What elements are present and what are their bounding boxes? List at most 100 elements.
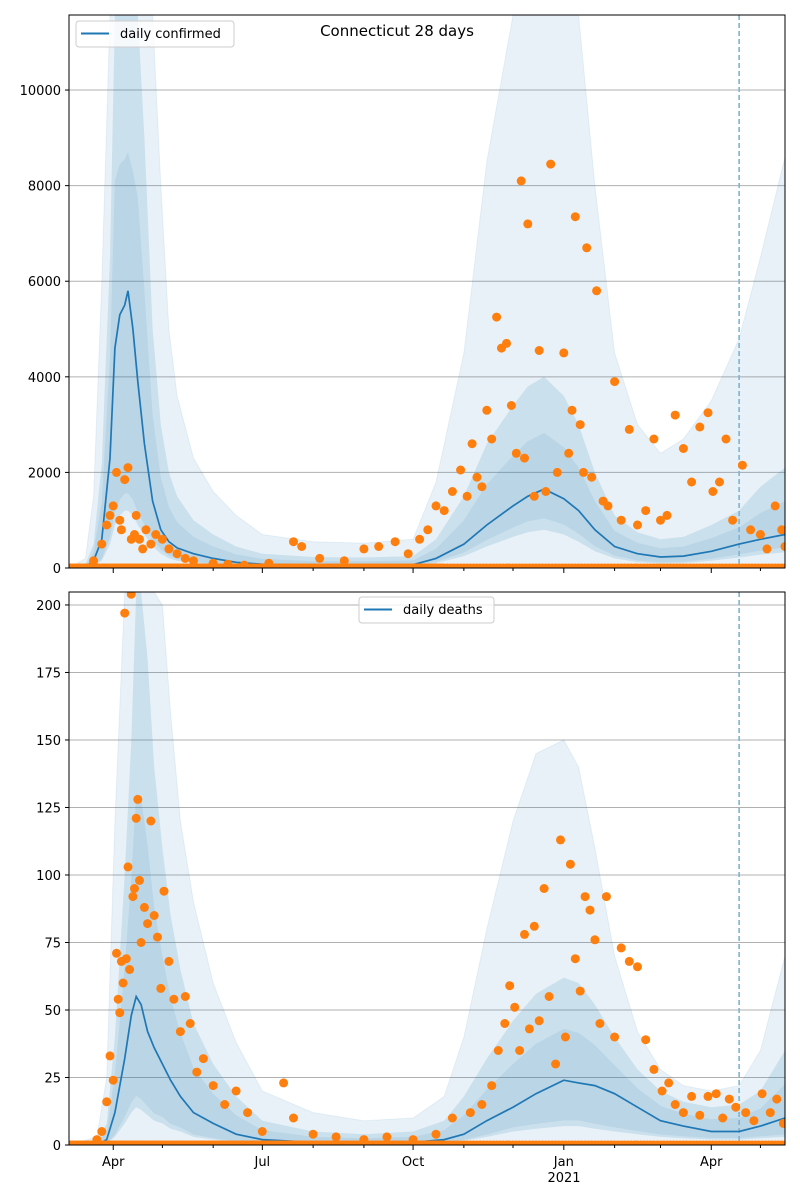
- deaths-observed-points: [69, 592, 785, 1145]
- data-point: [678, 1108, 688, 1118]
- y-tick-label: 0: [53, 1139, 61, 1154]
- data-point: [541, 487, 551, 496]
- data-point: [403, 549, 413, 559]
- data-point: [524, 1024, 534, 1034]
- data-point: [185, 1019, 195, 1028]
- data-point: [257, 1127, 267, 1136]
- data-point: [121, 954, 131, 964]
- outer-uncertainty-band: [69, 15, 785, 568]
- y-tick-label: 200: [36, 599, 61, 614]
- y-tick-label: 10000: [20, 84, 61, 99]
- data-point: [493, 1046, 503, 1055]
- data-point: [264, 558, 274, 568]
- data-point: [135, 875, 144, 885]
- data-point: [534, 346, 544, 355]
- data-point: [143, 919, 153, 929]
- confirmed-observed-points: [69, 159, 785, 568]
- data-point: [687, 1091, 697, 1101]
- data-point: [780, 542, 785, 551]
- y-tick-label: 4000: [28, 371, 61, 386]
- deaths-panel: 0 25 50 75 100 125 150 175 200 Apr Jul Oct Jan Apr d…: [36, 591, 786, 1186]
- data-point: [559, 348, 569, 358]
- deaths-legend[interactable]: daily deaths: [358, 596, 495, 624]
- data-point: [678, 444, 688, 453]
- data-point: [662, 510, 672, 520]
- data-point: [408, 1135, 418, 1145]
- x-tick-label: Apr: [102, 1155, 125, 1170]
- data-point: [579, 467, 588, 477]
- confirmed-y-axis: 0 2000 4000 6000 8000 10000: [20, 84, 69, 577]
- chart-title: Connecticut 28 days: [320, 22, 474, 40]
- data-point: [231, 1086, 241, 1096]
- data-point: [500, 1019, 510, 1028]
- data-point: [670, 1100, 680, 1109]
- data-point: [603, 501, 613, 511]
- data-point: [687, 477, 697, 487]
- confirmed-x-axis: [112, 568, 761, 573]
- data-point: [115, 515, 125, 525]
- data-point: [331, 1132, 341, 1142]
- data-point: [125, 965, 135, 974]
- data-point: [737, 460, 747, 470]
- data-point: [770, 501, 780, 511]
- deaths-axes-frame: [68, 591, 786, 1146]
- confirmed-legend[interactable]: daily confirmed: [75, 20, 235, 48]
- data-point: [560, 1032, 570, 1042]
- legend-box: [75, 20, 235, 48]
- data-point: [515, 1046, 525, 1055]
- data-point: [575, 986, 585, 996]
- data-point: [477, 482, 487, 492]
- data-point: [126, 592, 136, 599]
- data-point: [544, 992, 554, 1001]
- data-point: [128, 892, 138, 902]
- data-point: [180, 992, 190, 1001]
- data-point: [731, 1102, 741, 1112]
- data-point: [695, 422, 705, 432]
- data-point: [359, 544, 369, 554]
- data-point: [477, 1100, 487, 1109]
- data-point: [523, 219, 533, 229]
- data-point: [180, 553, 190, 563]
- data-point: [556, 835, 565, 845]
- data-point: [472, 472, 482, 482]
- data-point: [97, 1127, 107, 1136]
- x-tick-label: Jul: [253, 1155, 270, 1170]
- data-point: [169, 994, 179, 1004]
- data-point: [146, 816, 156, 826]
- data-point: [610, 377, 620, 387]
- data-point: [539, 884, 549, 893]
- data-point: [777, 525, 785, 535]
- data-point: [601, 892, 611, 902]
- data-point: [289, 537, 298, 547]
- y-tick-label: 0: [53, 562, 61, 577]
- data-point: [590, 935, 600, 945]
- data-point: [465, 1108, 475, 1118]
- y-tick-label: 100: [36, 869, 61, 884]
- data-point: [529, 921, 539, 931]
- data-point: [223, 559, 233, 568]
- outer-uncertainty-band: [69, 592, 785, 1145]
- data-point: [172, 549, 182, 559]
- data-point: [415, 534, 425, 544]
- x-tick-label: Jan: [553, 1155, 574, 1170]
- data-point: [153, 932, 162, 942]
- y-tick-label: 75: [44, 936, 61, 951]
- data-point: [757, 1089, 767, 1099]
- data-point: [374, 542, 384, 551]
- data-point: [131, 510, 141, 520]
- data-point: [502, 338, 511, 348]
- data-point: [711, 1089, 721, 1099]
- core-uncertainty-band: [69, 794, 785, 1145]
- data-point: [102, 520, 112, 530]
- data-point: [220, 1100, 230, 1109]
- y-tick-label: 125: [36, 801, 61, 816]
- data-point: [657, 1086, 667, 1096]
- y-tick-label: 175: [36, 666, 61, 681]
- data-point: [289, 1113, 298, 1123]
- data-point: [724, 1094, 734, 1104]
- confirmed-axes-frame: [68, 14, 786, 569]
- data-point: [339, 556, 349, 566]
- data-point: [359, 1135, 369, 1145]
- data-point: [112, 948, 121, 958]
- data-point: [131, 813, 141, 823]
